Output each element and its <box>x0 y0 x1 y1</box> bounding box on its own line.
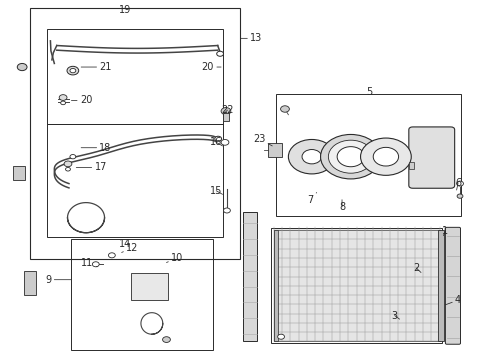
Circle shape <box>70 68 76 73</box>
FancyBboxPatch shape <box>408 127 454 188</box>
Text: 8: 8 <box>338 200 345 212</box>
Text: 14: 14 <box>119 239 131 249</box>
Text: 20: 20 <box>202 62 221 72</box>
Circle shape <box>216 51 223 56</box>
Text: 5: 5 <box>365 87 371 97</box>
Text: 15: 15 <box>210 186 222 196</box>
Circle shape <box>302 149 321 164</box>
Text: 16: 16 <box>210 138 222 147</box>
Circle shape <box>360 138 410 175</box>
Bar <box>243 212 256 341</box>
Circle shape <box>92 262 99 267</box>
Circle shape <box>221 139 228 145</box>
Bar <box>273 230 439 341</box>
Circle shape <box>277 334 284 339</box>
Text: 17: 17 <box>76 162 106 172</box>
Circle shape <box>67 66 79 75</box>
Bar <box>30 8 239 259</box>
Circle shape <box>162 337 170 342</box>
Circle shape <box>65 167 70 171</box>
Bar <box>276 94 461 216</box>
Text: 20: 20 <box>71 95 92 105</box>
Bar <box>24 271 36 295</box>
Text: 1: 1 <box>442 226 447 236</box>
Text: 18: 18 <box>81 143 111 153</box>
Bar <box>13 166 25 180</box>
Text: 22: 22 <box>221 105 233 115</box>
Circle shape <box>280 106 289 112</box>
Circle shape <box>70 154 76 159</box>
Bar <box>47 125 222 237</box>
Circle shape <box>214 136 221 141</box>
Bar <box>273 230 277 341</box>
Bar <box>408 162 413 169</box>
Text: 3: 3 <box>391 311 399 320</box>
Text: 13: 13 <box>240 33 262 43</box>
Text: 10: 10 <box>166 253 183 263</box>
Bar <box>47 30 222 125</box>
Text: 6: 6 <box>454 178 460 190</box>
Circle shape <box>336 147 364 167</box>
Circle shape <box>108 253 115 258</box>
Circle shape <box>328 140 372 173</box>
Text: 11: 11 <box>81 258 97 268</box>
Text: 2: 2 <box>412 263 420 273</box>
Circle shape <box>372 147 398 166</box>
Text: 9: 9 <box>45 275 71 285</box>
Circle shape <box>61 101 65 105</box>
Text: 7: 7 <box>306 193 316 205</box>
Text: 21: 21 <box>81 62 111 72</box>
Text: 23: 23 <box>252 134 272 146</box>
Circle shape <box>59 95 67 100</box>
Bar <box>71 239 212 350</box>
Circle shape <box>456 181 463 186</box>
Bar <box>437 230 443 341</box>
Circle shape <box>456 194 462 198</box>
FancyBboxPatch shape <box>445 227 460 344</box>
Circle shape <box>221 108 230 115</box>
Bar <box>271 228 441 343</box>
Text: 19: 19 <box>119 5 131 15</box>
Circle shape <box>223 208 230 213</box>
Bar <box>223 113 228 121</box>
Circle shape <box>64 161 72 167</box>
Circle shape <box>320 134 380 179</box>
Text: 4: 4 <box>445 295 460 305</box>
Bar <box>131 273 167 300</box>
Circle shape <box>288 139 334 174</box>
Bar <box>267 143 281 157</box>
Text: 12: 12 <box>122 243 138 253</box>
Circle shape <box>17 63 27 71</box>
